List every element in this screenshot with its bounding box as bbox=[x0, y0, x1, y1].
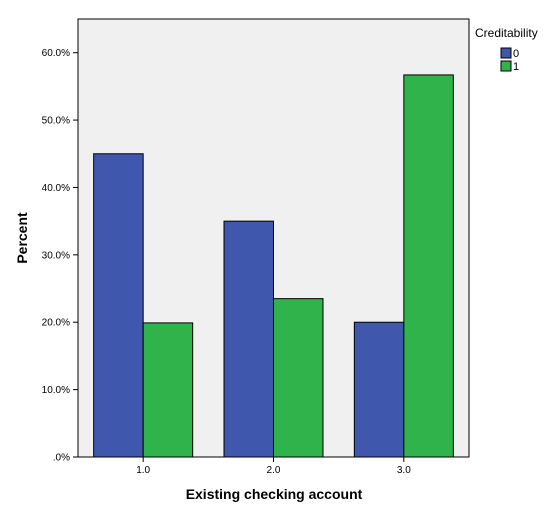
legend-swatch-1 bbox=[500, 60, 512, 72]
x-tick-label: 1.0 bbox=[136, 465, 150, 476]
legend-swatch-0 bbox=[500, 47, 512, 59]
legend-label-0: 0 bbox=[513, 48, 519, 60]
y-tick-label: 50.0% bbox=[42, 116, 70, 127]
y-axis: .0% 10.0% 20.0% 30.0% 40.0% 50.0% 60.0% bbox=[42, 48, 78, 464]
y-tick-label: 60.0% bbox=[42, 48, 70, 59]
bar-1.0-series-0 bbox=[93, 153, 144, 458]
x-tick-label: 3.0 bbox=[397, 465, 411, 476]
x-tick-label: 2.0 bbox=[267, 465, 281, 476]
y-tick-label: 10.0% bbox=[42, 385, 70, 396]
legend-label-1: 1 bbox=[513, 61, 519, 73]
bar-3.0-series-1 bbox=[403, 74, 454, 458]
y-tick-label: 30.0% bbox=[42, 250, 70, 261]
legend: Creditability 01 bbox=[475, 26, 538, 73]
legend-title: Creditability bbox=[475, 26, 538, 40]
y-tick-label: 20.0% bbox=[42, 318, 70, 329]
x-axis: 1.0 2.0 3.0 bbox=[136, 457, 411, 476]
bar-2.0-series-0 bbox=[223, 220, 274, 458]
bar-1.0-series-1 bbox=[142, 322, 194, 458]
bar-2.0-series-1 bbox=[273, 298, 324, 458]
y-tick-label: 40.0% bbox=[42, 183, 70, 194]
bars-layer bbox=[93, 74, 454, 458]
y-axis-title: Percent bbox=[14, 212, 30, 264]
x-axis-title: Existing checking account bbox=[186, 486, 363, 502]
legend-items: 01 bbox=[500, 47, 519, 73]
y-tick-label: .0% bbox=[53, 453, 70, 464]
bar-3.0-series-0 bbox=[353, 321, 405, 458]
